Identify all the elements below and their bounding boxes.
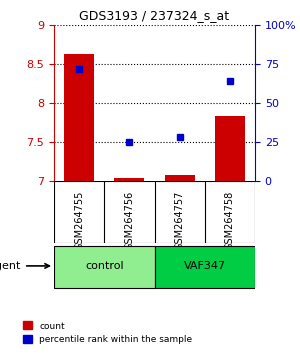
FancyBboxPatch shape [154,246,255,288]
Title: GDS3193 / 237324_s_at: GDS3193 / 237324_s_at [80,9,230,22]
Text: VAF347: VAF347 [184,261,226,271]
FancyBboxPatch shape [54,246,154,288]
Bar [114,178,145,181]
Text: agent: agent [0,261,50,271]
Text: control: control [85,261,124,271]
Bar [64,55,94,181]
Legend: count, percentile rank within the sample: count, percentile rank within the sample [20,318,196,348]
Text: GSM264758: GSM264758 [225,190,235,250]
Text: GSM264757: GSM264757 [175,190,184,250]
Text: GSM264755: GSM264755 [74,190,84,250]
Bar [215,116,245,181]
Bar [164,175,195,181]
Text: GSM264756: GSM264756 [124,190,134,250]
